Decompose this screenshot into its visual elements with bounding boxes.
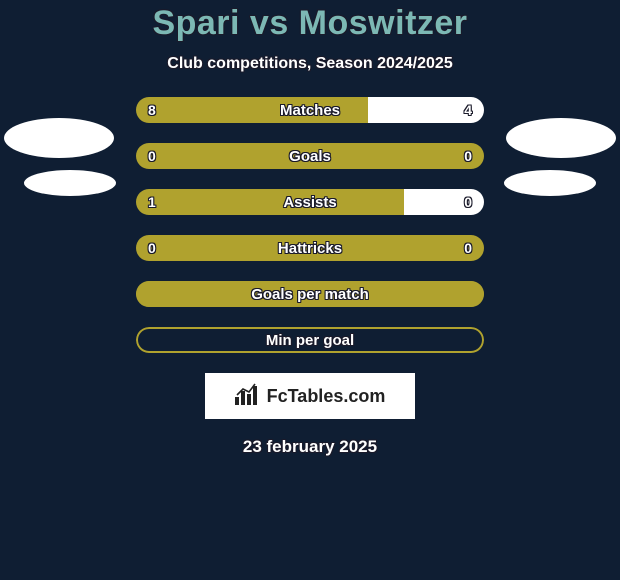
stat-row: Goals per match [136, 281, 484, 307]
infographic-root: Spari vs Moswitzer Club competitions, Se… [0, 0, 620, 580]
stat-value-left: 0 [136, 143, 168, 169]
player-right-club-badge [504, 170, 596, 196]
stat-row: Hattricks0 0 [136, 235, 484, 261]
stat-label: Goals [136, 143, 484, 169]
stat-value-right: 4 [452, 97, 484, 123]
subtitle: Club competitions, Season 2024/2025 [0, 55, 620, 73]
stat-row: Min per goal [136, 327, 484, 353]
stat-row: Matches8 4 [136, 97, 484, 123]
stat-value-right: 0 [452, 143, 484, 169]
stat-value-left: 8 [136, 97, 168, 123]
stat-value-left: 0 [136, 235, 168, 261]
player-left-club-badge [24, 170, 116, 196]
watermark: FcTables.com [205, 373, 415, 419]
watermark-bars-icon [235, 383, 261, 410]
date-text: 23 february 2025 [0, 437, 620, 457]
stats-rows: Matches84Goals00Assists10Hattricks00Goal… [136, 97, 484, 353]
player-left-avatar [4, 118, 114, 158]
stat-label: Matches [136, 97, 484, 123]
stat-row: Assists1 0 [136, 189, 484, 215]
stat-label: Goals per match [136, 281, 484, 307]
stat-label: Assists [136, 189, 484, 215]
page-title: Spari vs Moswitzer [0, 4, 620, 43]
stat-row: Goals0 0 [136, 143, 484, 169]
stat-value-left: 1 [136, 189, 168, 215]
stat-label: Min per goal [136, 327, 484, 353]
player-right-avatar [506, 118, 616, 158]
stat-value-right: 0 [452, 189, 484, 215]
watermark-text: FcTables.com [267, 386, 386, 407]
stat-label: Hattricks [136, 235, 484, 261]
stat-value-right: 0 [452, 235, 484, 261]
